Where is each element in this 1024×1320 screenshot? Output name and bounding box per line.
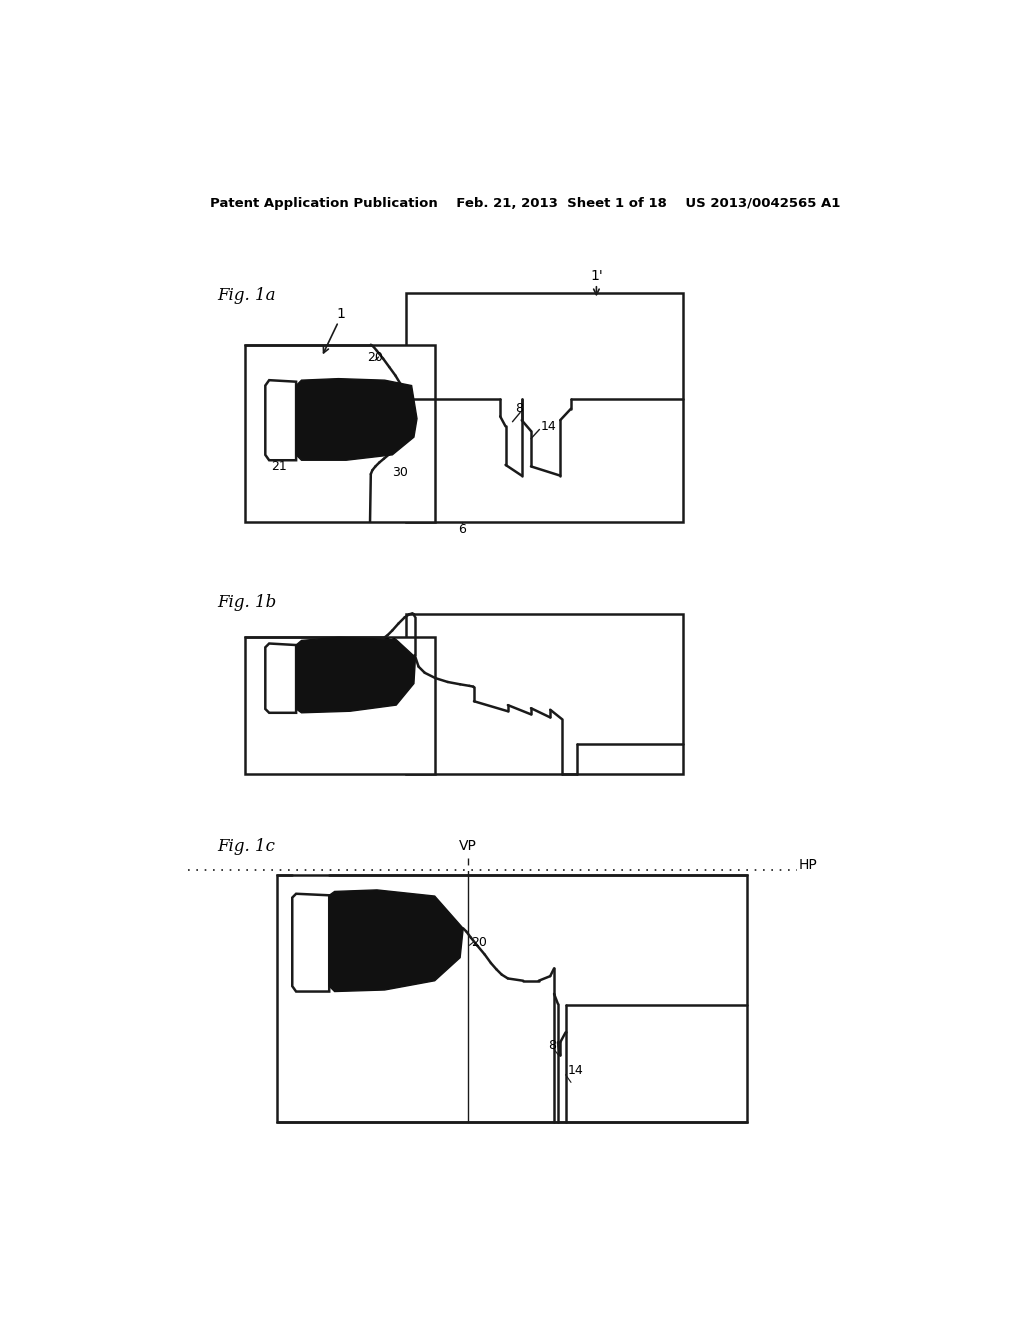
Text: 21: 21: [383, 638, 399, 649]
Bar: [407, 614, 683, 775]
Polygon shape: [296, 379, 417, 461]
Text: 14: 14: [568, 1064, 584, 1077]
Text: Patent Application Publication    Feb. 21, 2013  Sheet 1 of 18    US 2013/004256: Patent Application Publication Feb. 21, …: [210, 197, 840, 210]
Bar: [245, 638, 435, 775]
Text: 20: 20: [471, 936, 486, 949]
Polygon shape: [330, 890, 463, 991]
Text: 30: 30: [392, 466, 409, 479]
Text: VP: VP: [459, 840, 477, 853]
Text: 30: 30: [306, 975, 322, 989]
Bar: [276, 875, 746, 1122]
Bar: [245, 345, 435, 521]
Text: 1: 1: [336, 308, 345, 321]
Text: Fig. 1a: Fig. 1a: [217, 286, 275, 304]
Text: 14: 14: [541, 420, 557, 433]
Text: 1': 1': [590, 269, 603, 284]
Text: 8: 8: [515, 403, 522, 416]
Polygon shape: [296, 638, 416, 713]
Text: Fig. 1c: Fig. 1c: [217, 837, 274, 854]
Polygon shape: [292, 894, 330, 991]
Text: 8: 8: [548, 1039, 556, 1052]
Polygon shape: [265, 380, 296, 461]
Polygon shape: [265, 644, 296, 713]
Text: Fig. 1b: Fig. 1b: [217, 594, 276, 611]
Text: 6: 6: [458, 523, 466, 536]
Text: 20: 20: [367, 351, 383, 363]
Bar: [407, 293, 683, 521]
Text: 21: 21: [270, 459, 287, 473]
Text: HP: HP: [799, 858, 817, 873]
